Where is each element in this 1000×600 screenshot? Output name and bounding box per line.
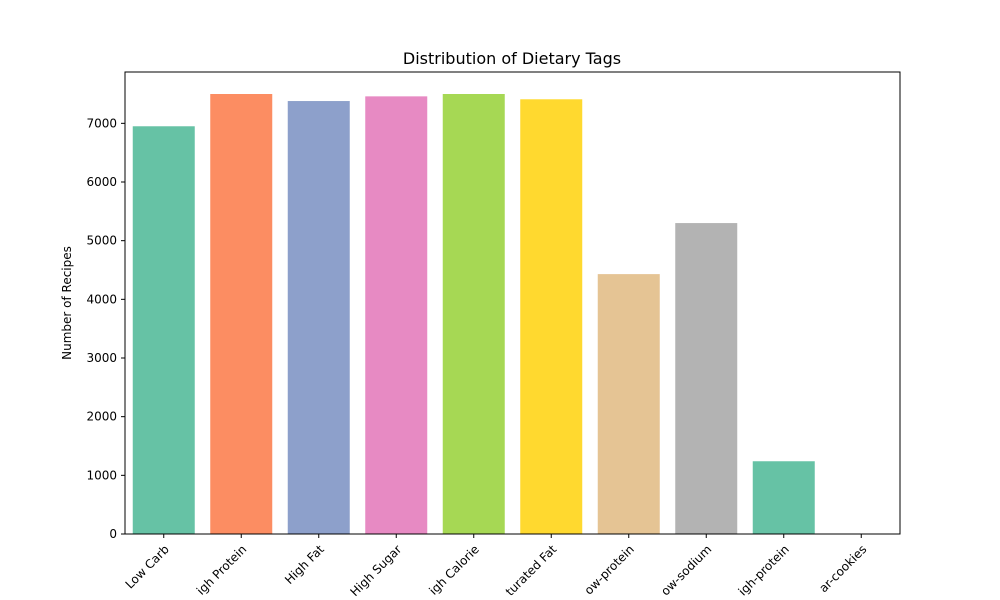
bar-4: [365, 96, 428, 534]
bar-3: [287, 101, 350, 534]
x-tick-label: ow-sodium: [658, 542, 714, 598]
y-tick-label: 0: [109, 527, 117, 541]
chart-title: Distribution of Dietary Tags: [403, 49, 621, 68]
y-tick-label: 2000: [86, 410, 117, 424]
bar-8: [675, 223, 738, 534]
y-axis: 0 1000 2000 3000 4000 5000 6000 7000: [86, 116, 125, 541]
x-tick-label: ar-cookies: [816, 542, 869, 595]
y-tick-label: 6000: [86, 175, 117, 189]
bar-1: [132, 126, 195, 535]
y-tick-label: 4000: [86, 292, 117, 306]
y-tick-label: 1000: [86, 468, 117, 482]
bar-5: [442, 94, 505, 534]
y-tick-label: 7000: [86, 116, 117, 130]
x-tick-label: High Sugar: [347, 542, 404, 599]
x-tick-label: turated Fat: [503, 542, 560, 599]
x-tick-label: igh Calorie: [426, 542, 481, 597]
bar-6: [520, 99, 583, 534]
x-tick-label: High Fat: [282, 542, 327, 587]
x-tick-label: Low Carb: [123, 542, 172, 591]
bar-9: [752, 461, 815, 534]
y-tick-label: 5000: [86, 234, 117, 248]
x-tick-label: igh-protein: [736, 542, 792, 598]
x-axis: Low Carb igh Protein High Fat High Sugar igh…: [123, 534, 869, 599]
y-tick-label: 3000: [86, 351, 117, 365]
x-tick-label: igh Protein: [194, 542, 249, 597]
plot-frame: [124, 71, 901, 535]
bars-group: [132, 94, 815, 535]
bar-7: [597, 274, 660, 534]
y-axis-label: Number of Recipes: [60, 246, 74, 360]
bar-2: [210, 94, 273, 534]
x-tick-label: ow-protein: [582, 542, 637, 597]
